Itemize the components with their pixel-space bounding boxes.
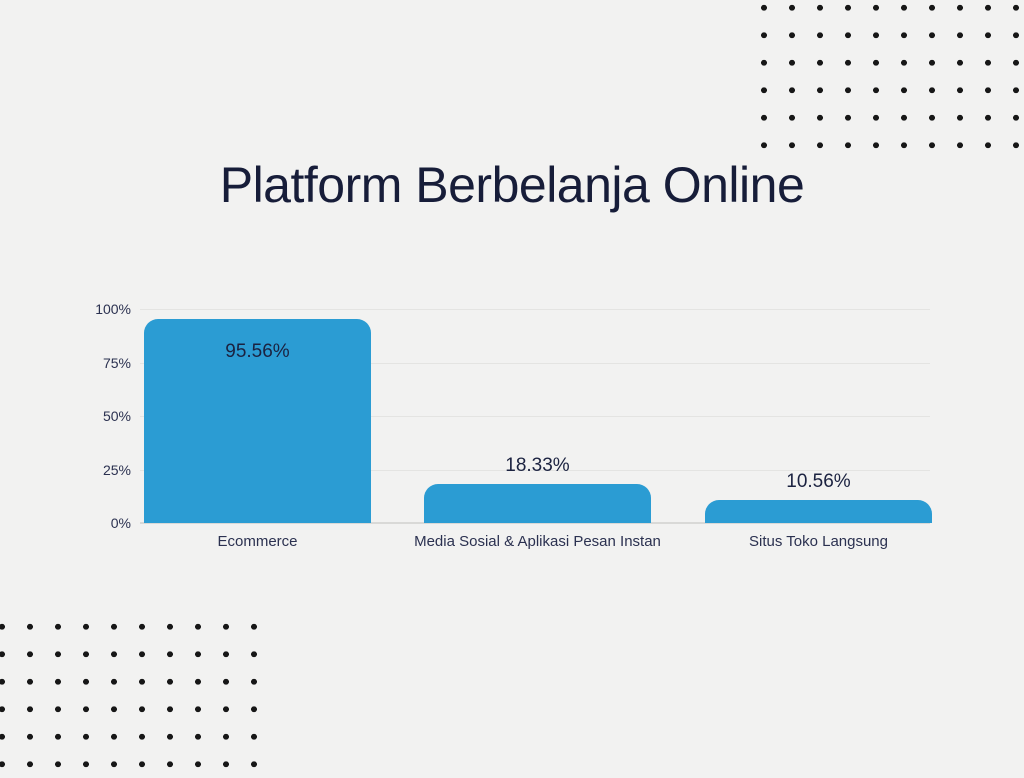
gridline bbox=[140, 416, 930, 417]
gridline bbox=[140, 309, 930, 310]
y-tick-label: 0% bbox=[110, 515, 131, 531]
y-tick-label: 100% bbox=[95, 301, 131, 317]
page-title: Platform Berbelanja Online bbox=[219, 157, 805, 213]
decorative-dot-grid-bottom-left bbox=[0, 613, 268, 778]
bar-category-label: Ecommerce bbox=[217, 533, 298, 550]
decorative-dot-grid-top-right bbox=[750, 0, 1024, 159]
bar-category-label: Media Sosial & Aplikasi Pesan Instan bbox=[414, 533, 661, 550]
bar bbox=[705, 500, 932, 523]
gridline bbox=[140, 469, 930, 471]
bar-value-label: 95.56% bbox=[225, 340, 290, 362]
bar bbox=[424, 483, 651, 523]
bar-category-label: Situs Toko Langsung bbox=[749, 533, 888, 550]
y-tick-label: 50% bbox=[102, 408, 131, 424]
x-axis-line bbox=[140, 522, 930, 524]
bar bbox=[144, 318, 371, 523]
bar-value-label: 18.33% bbox=[505, 454, 570, 476]
gridline bbox=[140, 362, 930, 364]
y-tick-label: 25% bbox=[102, 461, 131, 478]
y-tick-label: 75% bbox=[102, 354, 131, 371]
bar-value-label: 10.56% bbox=[786, 471, 851, 493]
